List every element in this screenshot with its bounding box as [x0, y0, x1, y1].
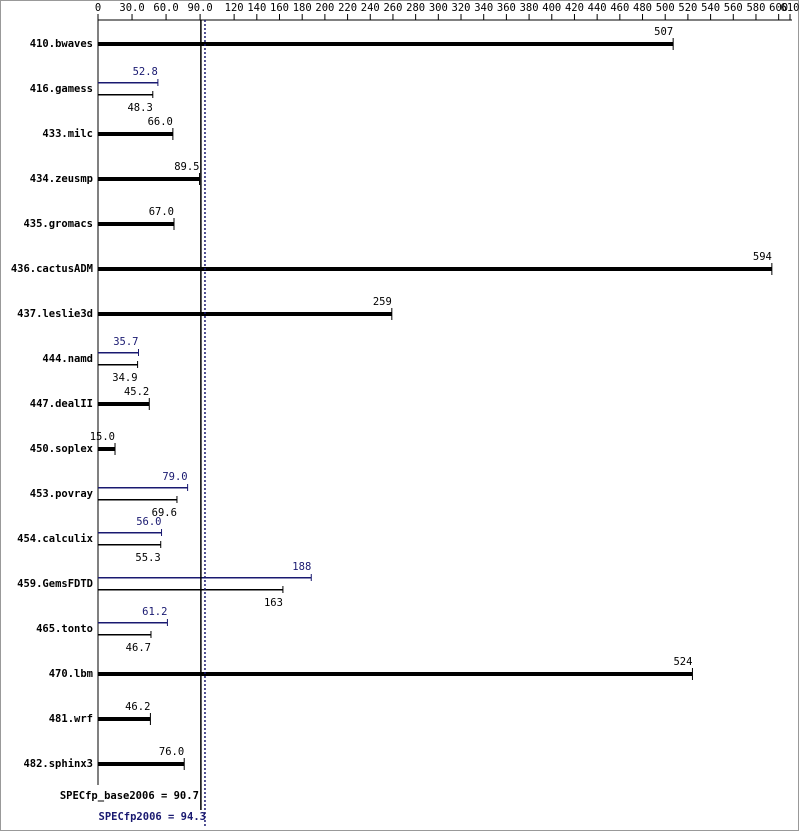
value-label: 15.0	[90, 431, 115, 443]
category-label: 436.cactusADM	[11, 263, 93, 275]
value-label: 56.0	[136, 516, 161, 528]
x-tick-label: 30.0	[119, 2, 144, 14]
value-label: 188	[292, 561, 311, 573]
category-label: 459.GemsFDTD	[17, 578, 93, 590]
category-label: 433.milc	[42, 128, 93, 140]
bar	[98, 132, 173, 136]
category-label: 447.dealII	[30, 398, 93, 410]
x-tick-label: 300	[429, 2, 448, 14]
category-label: 435.gromacs	[23, 218, 93, 230]
category-label: 453.povray	[30, 488, 94, 500]
category-label: 454.calculix	[17, 533, 94, 545]
x-tick-label: 610	[781, 2, 799, 14]
bar	[98, 352, 139, 354]
x-tick-label: 520	[678, 2, 697, 14]
value-label: 46.2	[125, 701, 150, 713]
category-label: 482.sphinx3	[23, 758, 93, 770]
value-label: 163	[264, 597, 283, 609]
category-label: 465.tonto	[36, 623, 93, 635]
x-tick-label: 220	[338, 2, 357, 14]
value-label: 507	[654, 26, 673, 38]
value-label: 35.7	[113, 336, 138, 348]
value-label: 46.7	[126, 642, 151, 654]
x-tick-label: 600	[769, 2, 788, 14]
category-label: 416.gamess	[30, 83, 93, 95]
x-tick-label: 380	[520, 2, 539, 14]
value-label: 524	[673, 656, 692, 668]
x-tick-label: 180	[293, 2, 312, 14]
bar	[98, 487, 188, 489]
value-label: 67.0	[149, 206, 174, 218]
x-tick-label: 320	[452, 2, 471, 14]
value-label: 89.5	[174, 161, 199, 173]
x-tick-label: 420	[565, 2, 584, 14]
bar	[98, 634, 151, 636]
bar	[98, 364, 138, 366]
value-label: 594	[753, 251, 772, 263]
bar	[98, 762, 185, 766]
category-label: 481.wrf	[49, 713, 93, 725]
bar	[98, 82, 158, 84]
bar	[98, 177, 200, 181]
category-label: 437.leslie3d	[17, 308, 93, 320]
bar	[98, 544, 161, 546]
bar	[98, 402, 150, 406]
x-tick-label: 460	[610, 2, 629, 14]
bar	[98, 447, 116, 451]
bar	[98, 717, 151, 721]
x-tick-label: 90.0	[187, 2, 212, 14]
value-label: 34.9	[112, 372, 137, 384]
x-tick-label: 160	[270, 2, 289, 14]
bar	[98, 672, 693, 676]
category-label: 410.bwaves	[30, 38, 93, 50]
x-tick-label: 200	[315, 2, 334, 14]
x-tick-label: 120	[225, 2, 244, 14]
bar	[98, 267, 772, 271]
x-tick-label: 340	[474, 2, 493, 14]
x-tick-label: 280	[406, 2, 425, 14]
value-label: 66.0	[148, 116, 173, 128]
bar	[98, 589, 283, 591]
value-label: 45.2	[124, 386, 149, 398]
x-tick-label: 260	[383, 2, 402, 14]
bar	[98, 94, 153, 96]
bar	[98, 499, 177, 501]
value-label: 55.3	[135, 552, 160, 564]
x-tick-label: 580	[746, 2, 765, 14]
bar	[98, 312, 392, 316]
x-tick-label: 360	[497, 2, 516, 14]
category-label: 470.lbm	[49, 668, 93, 680]
value-label: 69.6	[152, 507, 177, 519]
x-tick-label: 440	[588, 2, 607, 14]
value-label: 48.3	[127, 102, 152, 114]
reference-label: SPECfp2006 = 94.3	[99, 811, 206, 823]
x-tick-label: 540	[701, 2, 720, 14]
bar	[98, 622, 168, 624]
x-tick-label: 560	[724, 2, 743, 14]
value-label: 259	[373, 296, 392, 308]
x-tick-label: 500	[656, 2, 675, 14]
value-label: 52.8	[133, 66, 158, 78]
x-tick-label: 0	[95, 2, 101, 14]
category-label: 450.soplex	[30, 443, 94, 455]
value-label: 61.2	[142, 606, 167, 618]
x-tick-label: 140	[247, 2, 266, 14]
bar	[98, 42, 674, 46]
value-label: 79.0	[162, 471, 187, 483]
reference-label: SPECfp_base2006 = 90.7	[60, 790, 199, 802]
x-tick-label: 60.0	[153, 2, 178, 14]
x-tick-label: 480	[633, 2, 652, 14]
category-label: 434.zeusmp	[30, 173, 93, 185]
category-label: 444.namd	[42, 353, 93, 365]
value-label: 76.0	[159, 746, 184, 758]
x-tick-label: 240	[361, 2, 380, 14]
bar	[98, 222, 175, 226]
x-tick-label: 400	[542, 2, 561, 14]
bar	[98, 532, 162, 534]
